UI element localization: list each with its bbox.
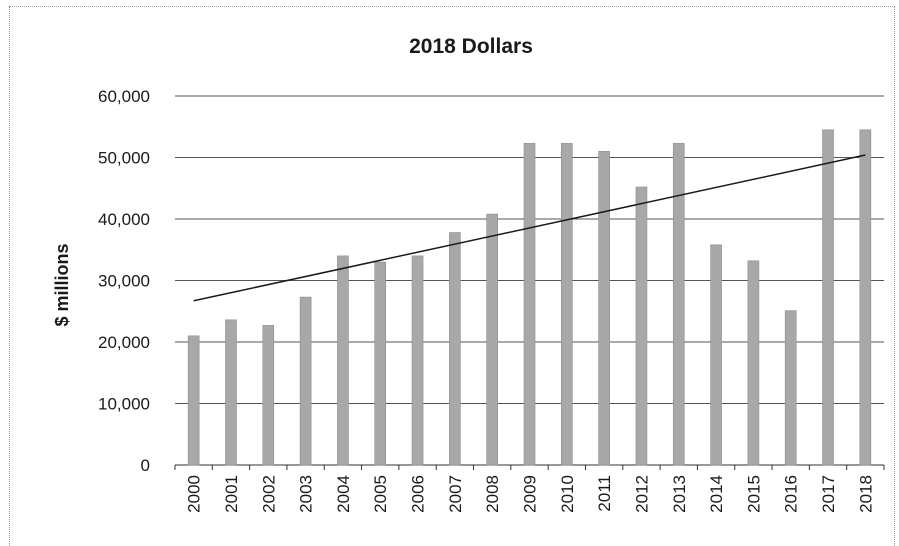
x-tick-label: 2006 — [409, 475, 428, 513]
y-tick-label: 30,000 — [98, 272, 150, 291]
x-tick-label: 2008 — [483, 475, 502, 513]
bar — [672, 143, 685, 466]
chart-title: 2018 Dollars — [409, 35, 533, 58]
x-tick-label: 2010 — [558, 475, 577, 513]
x-tick-label: 2013 — [670, 475, 689, 513]
y-axis-label: $ millions — [52, 243, 72, 326]
x-tick-label: 2004 — [334, 475, 353, 513]
x-tick-label: 2000 — [185, 475, 204, 513]
bar — [411, 255, 424, 466]
bar — [747, 260, 760, 466]
x-tick-label: 2012 — [632, 475, 651, 513]
bar — [225, 319, 237, 466]
bar — [561, 143, 573, 466]
x-tick-label: 2014 — [707, 475, 726, 513]
y-tick-label: 10,000 — [98, 395, 150, 414]
y-tick-label: 50,000 — [98, 149, 150, 168]
x-tick-label: 2001 — [222, 475, 241, 513]
x-tick-label: 2007 — [446, 475, 465, 513]
bar — [299, 296, 312, 466]
bar — [449, 232, 461, 466]
x-tick-label: 2003 — [297, 475, 316, 513]
y-tick-label: 60,000 — [98, 87, 150, 106]
x-tick-label: 2017 — [819, 475, 838, 513]
bar — [486, 213, 498, 466]
x-tick-label: 2016 — [782, 475, 801, 513]
x-tick-label: 2005 — [371, 475, 390, 513]
x-tick-label: 2018 — [856, 475, 875, 513]
bar — [523, 143, 536, 466]
y-tick-label: 0 — [141, 456, 150, 475]
x-tick-label: 2015 — [744, 475, 763, 513]
bar — [822, 129, 834, 466]
bar — [635, 186, 648, 466]
bar — [598, 151, 610, 466]
bar — [784, 310, 797, 466]
bar — [374, 261, 387, 466]
x-tick-label: 2009 — [521, 475, 540, 513]
x-tick-label: 2002 — [259, 475, 278, 513]
x-tick-label: 2011 — [595, 475, 614, 512]
chart-frame — [9, 6, 895, 546]
bar — [337, 255, 349, 466]
bar — [262, 325, 275, 466]
bar — [710, 244, 722, 466]
trendline — [193, 154, 866, 302]
y-tick-label: 20,000 — [98, 333, 150, 352]
bar — [859, 129, 872, 466]
bar — [187, 335, 200, 466]
y-tick-label: 40,000 — [98, 210, 150, 229]
